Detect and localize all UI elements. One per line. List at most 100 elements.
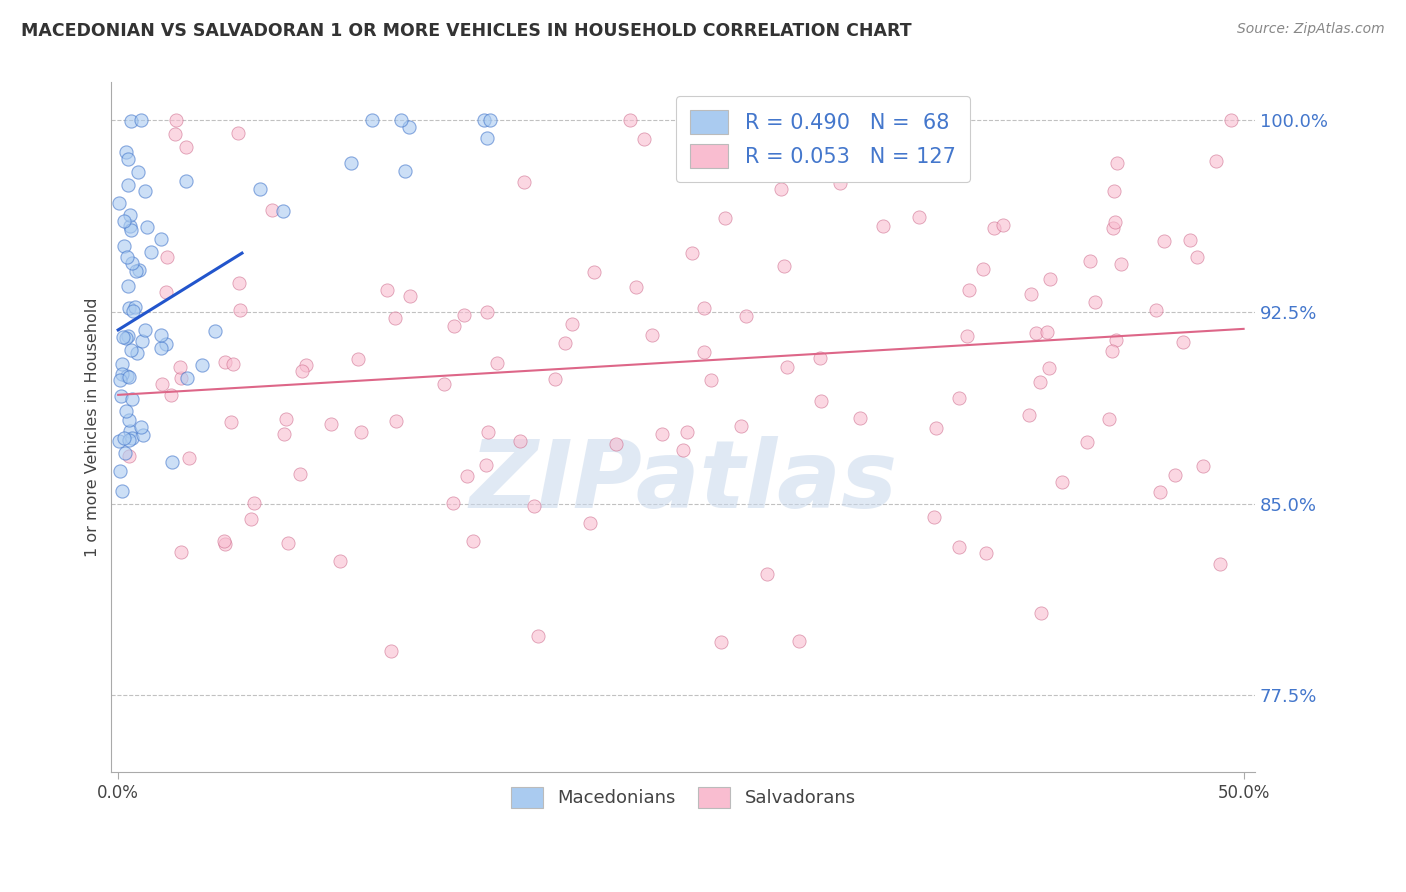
Point [527, 629, 550, 643]
Point [111, 330, 134, 344]
Point [122, 303, 145, 318]
Point [1036, 325, 1059, 339]
Point [770, 182, 793, 196]
Point [204, 324, 226, 338]
Point [134, 184, 156, 198]
Point [118, 433, 141, 447]
Point [121, 256, 143, 270]
Point [156, 251, 179, 265]
Point [475, 458, 498, 472]
Point [273, 426, 295, 441]
Point [111, 483, 134, 498]
Point [582, 265, 605, 279]
Point [380, 643, 402, 657]
Point [640, 328, 662, 343]
Point [700, 373, 723, 387]
Point [1078, 254, 1101, 268]
Point [756, 567, 779, 582]
Point [271, 203, 294, 218]
Point [177, 451, 200, 466]
Point [124, 300, 146, 314]
Point [385, 414, 408, 428]
Point [453, 309, 475, 323]
Point [125, 264, 148, 278]
Point [117, 301, 139, 315]
Point [1102, 220, 1125, 235]
Point [243, 496, 266, 510]
Point [475, 131, 498, 145]
Point [827, 113, 849, 128]
Point [1025, 326, 1047, 340]
Point [433, 376, 456, 391]
Point [509, 434, 531, 449]
Point [1039, 272, 1062, 286]
Point [735, 309, 758, 323]
Point [131, 420, 153, 434]
Point [121, 392, 143, 407]
Point [214, 537, 236, 551]
Point [389, 113, 412, 128]
Point [170, 545, 193, 559]
Point [561, 317, 583, 331]
Point [163, 127, 186, 141]
Point [155, 285, 177, 300]
Point [810, 394, 832, 409]
Point [1187, 251, 1209, 265]
Point [398, 120, 420, 134]
Point [222, 357, 245, 371]
Point [463, 534, 485, 549]
Point [139, 244, 162, 259]
Point [111, 357, 134, 371]
Point [274, 411, 297, 425]
Point [1052, 475, 1074, 490]
Point [108, 196, 131, 211]
Point [165, 113, 187, 128]
Point [132, 428, 155, 442]
Point [112, 214, 135, 228]
Text: ZIPatlas: ZIPatlas [470, 436, 897, 528]
Point [633, 132, 655, 146]
Point [773, 260, 796, 274]
Point [1084, 294, 1107, 309]
Point [972, 261, 994, 276]
Point [1029, 606, 1052, 620]
Point [115, 331, 138, 345]
Point [228, 276, 250, 290]
Point [485, 356, 508, 370]
Point [787, 634, 810, 648]
Point [277, 535, 299, 549]
Y-axis label: 1 or more Vehicles in Household: 1 or more Vehicles in Household [86, 297, 100, 557]
Text: MACEDONIAN VS SALVADORAN 1 OR MORE VEHICLES IN HOUSEHOLD CORRELATION CHART: MACEDONIAN VS SALVADORAN 1 OR MORE VEHIC… [21, 22, 911, 40]
Point [118, 413, 141, 427]
Point [191, 358, 214, 372]
Point [579, 516, 602, 531]
Point [159, 387, 181, 401]
Point [1220, 113, 1243, 128]
Point [443, 318, 465, 333]
Point [121, 431, 143, 445]
Point [477, 425, 499, 440]
Point [1192, 458, 1215, 473]
Point [818, 153, 841, 168]
Point [513, 175, 536, 189]
Point [111, 367, 134, 381]
Point [110, 389, 132, 403]
Point [1102, 184, 1125, 198]
Point [290, 364, 312, 378]
Point [775, 359, 797, 374]
Point [1205, 153, 1227, 168]
Point [991, 218, 1014, 232]
Point [1105, 156, 1128, 170]
Point [1105, 333, 1128, 347]
Point [134, 324, 156, 338]
Point [872, 219, 894, 234]
Point [136, 219, 159, 234]
Point [129, 113, 152, 128]
Point [117, 328, 139, 343]
Point [229, 302, 252, 317]
Point [249, 182, 271, 196]
Point [908, 210, 931, 224]
Point [120, 424, 142, 438]
Point [959, 283, 981, 297]
Point [956, 329, 979, 343]
